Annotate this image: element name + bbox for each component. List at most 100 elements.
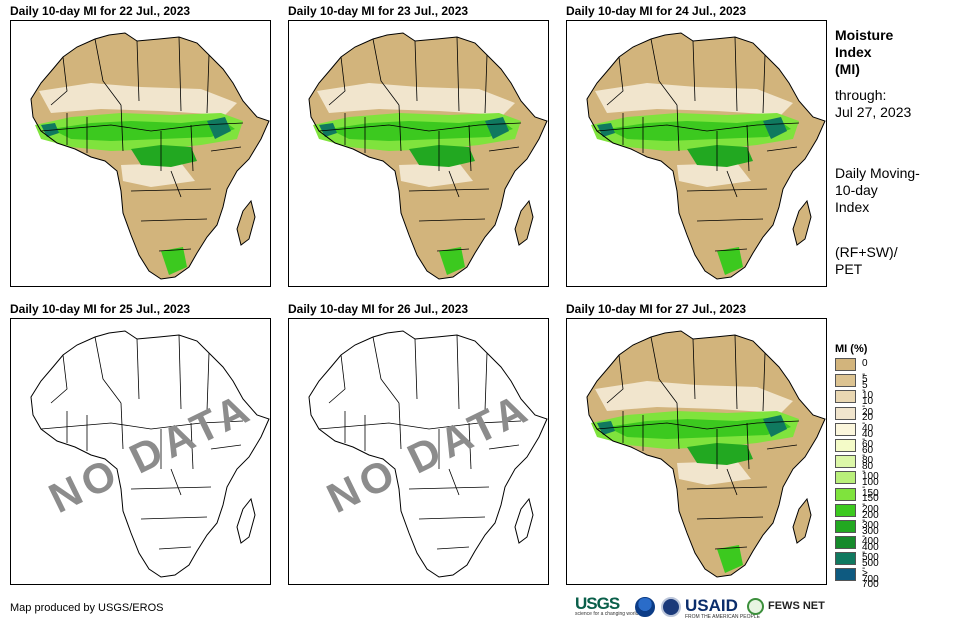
country-border	[436, 248, 470, 252]
africa-map	[308, 32, 548, 280]
legend-swatch	[835, 390, 856, 404]
coastline	[30, 32, 270, 280]
country-border	[130, 486, 212, 490]
legend-swatch	[835, 503, 856, 517]
country-border	[372, 336, 400, 404]
country-border	[50, 56, 68, 106]
description-block: Daily Moving- 10-day Index	[835, 165, 955, 216]
madagascar	[793, 201, 811, 245]
country-border	[206, 54, 210, 114]
moisture-zone	[409, 145, 475, 167]
country-border	[468, 124, 472, 172]
country-border	[178, 334, 182, 410]
title-line: Moisture	[835, 27, 894, 43]
legend-label: 400 - 500	[862, 536, 879, 570]
usaid-logo-text: USAID	[685, 596, 738, 615]
legend-label: 60 - 80	[862, 438, 874, 472]
legend-label: 40 - 60	[862, 422, 874, 456]
country-border	[692, 338, 696, 400]
country-border	[468, 422, 472, 470]
legend-swatch	[835, 358, 856, 371]
country-border	[318, 122, 522, 132]
legend-label: 200 - 300	[862, 503, 879, 537]
legend-label: 0 - 5	[862, 358, 868, 391]
country-border	[456, 36, 460, 112]
coastline	[308, 32, 548, 280]
legend-label: 20 - 40	[862, 406, 874, 440]
sidebar-title: Moisture Index (MI)	[835, 27, 955, 78]
desc-line: 10-day	[835, 182, 878, 198]
formula-block: (RF+SW)/ PET	[835, 244, 955, 278]
madagascar	[515, 499, 533, 543]
country-border	[686, 486, 768, 490]
central-dry-band	[677, 163, 751, 187]
country-border	[140, 218, 208, 222]
country-border	[596, 420, 800, 430]
moisture-zone	[161, 247, 187, 275]
legend-item: 300 - 400	[835, 519, 879, 553]
desc-line: Daily Moving-	[835, 165, 920, 181]
country-border	[372, 38, 400, 106]
panel-title: Daily 10-day MI for 22 Jul., 2023	[10, 4, 191, 18]
legend-label: 80 - 100	[862, 455, 879, 489]
country-border	[210, 146, 242, 152]
panel-title: Daily 10-day MI for 26 Jul., 2023	[288, 302, 469, 316]
legend-item: 100 - 150	[835, 470, 879, 504]
legend-swatch	[835, 438, 856, 452]
country-border	[170, 468, 182, 496]
legend-item: 60 - 80	[835, 438, 873, 472]
country-border	[170, 170, 182, 198]
map-frame: NO DATA	[10, 318, 271, 585]
country-border	[398, 402, 402, 450]
formula-line: PET	[835, 261, 863, 277]
country-border	[448, 468, 460, 496]
country-border	[762, 352, 766, 412]
country-border	[94, 336, 122, 404]
fews-logo-text: FEWS NET	[768, 600, 825, 612]
legend-swatch	[835, 519, 856, 533]
legend-swatch	[835, 536, 856, 550]
legend-item: 20 - 40	[835, 406, 873, 440]
country-border	[766, 444, 798, 450]
coastline	[30, 330, 270, 578]
country-border	[414, 40, 418, 102]
country-border	[178, 36, 182, 112]
country-border	[94, 38, 122, 106]
moisture-zone	[207, 117, 231, 139]
legend-swatch	[835, 374, 856, 388]
country-border	[714, 546, 748, 550]
country-border	[676, 104, 680, 152]
legend-item: 10 - 20	[835, 389, 873, 423]
madagascar-outline	[514, 497, 534, 544]
madagascar-outline	[236, 497, 256, 544]
panel-title: Daily 10-day MI for 24 Jul., 2023	[566, 4, 747, 18]
fews-globe-icon	[747, 598, 764, 615]
through-block: through: Jul 27, 2023	[835, 87, 955, 121]
country-border	[714, 248, 748, 252]
legend-item: 0 - 5	[835, 357, 868, 391]
madagascar-outline	[792, 497, 812, 544]
country-border	[650, 38, 678, 106]
country-border	[746, 422, 750, 470]
legend-label: 300 - 400	[862, 519, 879, 553]
country-border	[650, 336, 678, 404]
africa-map	[308, 330, 548, 578]
country-border	[488, 444, 520, 450]
country-border	[606, 354, 624, 404]
country-border	[120, 104, 124, 152]
legend-label: 5 - 10	[862, 374, 874, 408]
usaid-logo: USAID FROM THE AMERICAN PEOPLE	[685, 596, 760, 620]
country-border	[726, 170, 738, 198]
country-border	[140, 516, 208, 520]
legend-swatch	[835, 568, 856, 582]
country-border	[190, 124, 194, 172]
moisture-zone	[687, 443, 753, 465]
madagascar	[793, 499, 811, 543]
country-border	[130, 188, 212, 192]
map-panel-2: Daily 10-day MI for 23 Jul., 2023	[288, 4, 549, 287]
map-panel-1: Daily 10-day MI for 22 Jul., 2023	[10, 4, 271, 287]
moisture-zone	[687, 145, 753, 167]
country-border	[50, 354, 68, 404]
